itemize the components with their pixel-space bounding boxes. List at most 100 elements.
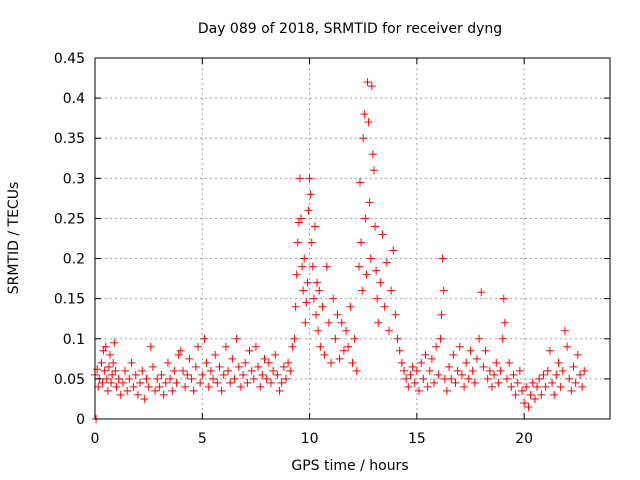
data-point [104,362,113,371]
data-point [350,334,359,343]
data-point [361,214,370,223]
data-point [408,362,417,371]
data-point [99,346,108,355]
data-point [509,370,518,379]
data-point [241,358,250,367]
y-tick-label: 0.3 [63,171,85,187]
data-point [494,378,503,387]
data-point [447,374,456,383]
y-tick-label: 0.4 [63,91,85,107]
x-tick-label: 15 [408,431,426,447]
data-point [97,358,106,367]
data-point [144,382,153,391]
data-point [324,318,333,327]
data-point [406,370,415,379]
data-point [297,214,305,223]
data-point [541,382,550,391]
data-point [306,190,315,199]
data-point [357,238,366,247]
data-point [490,370,499,379]
data-point [176,346,185,355]
data-point [485,366,494,375]
data-point [487,382,496,391]
data-point [380,302,389,311]
data-point [136,378,145,387]
data-point [434,370,443,379]
data-point [449,350,458,359]
data-point [373,294,382,303]
data-point [535,374,544,383]
data-point [316,342,325,351]
data-point [436,334,445,343]
data-point [492,358,501,367]
data-point [520,398,529,407]
data-point [161,378,170,387]
data-point [548,378,557,387]
data-point [378,230,387,239]
data-point [369,166,378,175]
data-point [111,366,120,375]
data-point [157,370,166,379]
data-point [402,374,411,383]
data-point [215,362,224,371]
data-point [348,358,357,367]
data-point [277,378,286,387]
x-tick-label: 20 [515,431,533,447]
data-point [499,294,508,303]
data-point [453,366,462,375]
data-point [129,382,138,391]
data-point [358,286,367,295]
data-point [393,334,402,343]
data-point [286,366,295,375]
data-point [539,370,548,379]
data-point [427,354,436,363]
data-point [498,334,507,343]
data-point [258,370,267,379]
data-point [204,382,213,391]
data-point [172,378,181,387]
data-point [410,378,419,387]
data-point [573,350,582,359]
y-tick-labels: 0 0.05 0.1 0.15 0.2 0.25 0.3 0.35 0.4 0.45 [54,51,85,428]
data-point [451,378,460,387]
data-point [543,366,552,375]
data-point [116,390,125,399]
data-point [389,246,398,255]
data-point [481,346,490,355]
axis-ticks [94,57,610,420]
data-point [339,346,348,355]
data-point [181,382,190,391]
x-tick-label: 0 [91,431,100,447]
data-point [395,346,404,355]
data-point [290,334,299,343]
data-point [371,222,380,231]
data-point [217,386,226,395]
data-point [168,386,177,395]
data-point [118,378,127,387]
x-tick-labels: 0 5 10 15 20 [91,431,534,447]
data-point [230,374,239,383]
data-point [312,310,321,319]
data-point [483,374,492,383]
data-point [354,262,363,271]
data-point [522,382,531,391]
data-point [404,382,413,391]
data-point [322,262,331,271]
data-point [108,370,117,379]
data-point [466,346,475,355]
data-point [580,366,589,375]
data-point [247,366,256,375]
data-point [442,386,451,395]
data-point [236,382,245,391]
data-point [400,366,408,375]
data-point [457,370,466,379]
data-point [533,382,542,391]
chart-title: Day 089 of 2018, SRMTID for receiver dyn… [198,21,502,37]
data-point [333,310,342,319]
data-point [262,374,271,383]
y-tick-label: 0.35 [54,131,85,147]
data-point [170,366,179,375]
data-point [496,366,505,375]
data-point [260,354,269,363]
data-point [575,370,584,379]
